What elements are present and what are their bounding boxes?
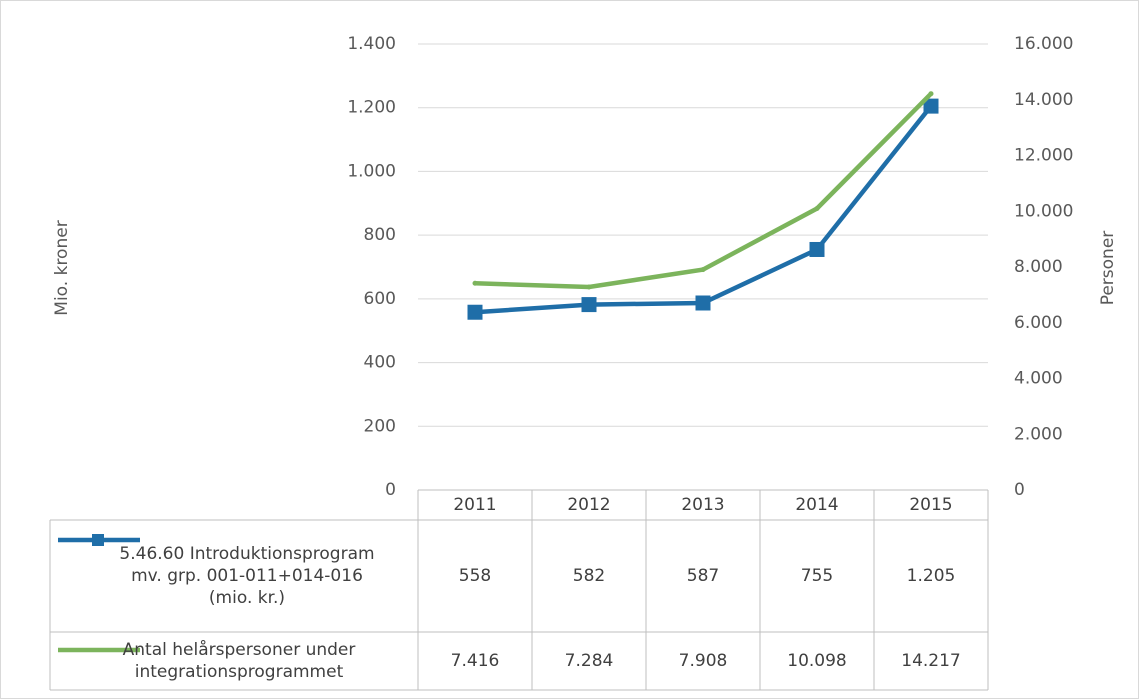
x-tick-label: 2012 bbox=[567, 494, 611, 515]
data-point bbox=[581, 297, 597, 313]
x-tick-label: 2015 bbox=[909, 494, 953, 515]
y2-tick-label: 0 bbox=[1014, 480, 1025, 500]
y-tick-label: 600 bbox=[364, 289, 396, 309]
y-axis-title: Mio. kroner bbox=[52, 220, 72, 315]
table-value: 587 bbox=[686, 565, 720, 586]
y-tick-label: 400 bbox=[364, 353, 396, 373]
y-tick-label: 1.400 bbox=[347, 34, 396, 54]
y2-axis-title: Personer bbox=[1098, 231, 1118, 306]
y-tick-label: 200 bbox=[364, 416, 396, 436]
data-point bbox=[700, 267, 706, 273]
y2-tick-label: 8.000 bbox=[1014, 257, 1063, 277]
legend-marker bbox=[92, 534, 104, 546]
legend-label: 5.46.60 Introduktionsprogram mv. grp. 00… bbox=[119, 544, 375, 608]
y-tick-label: 0 bbox=[385, 480, 396, 500]
table-value: 7.284 bbox=[564, 650, 614, 671]
y2-tick-label: 2.000 bbox=[1014, 424, 1063, 444]
x-tick-label: 2014 bbox=[795, 494, 839, 515]
table-value: 558 bbox=[458, 565, 492, 586]
series-line bbox=[474, 104, 933, 315]
table-value: 10.098 bbox=[787, 650, 847, 671]
data-point bbox=[586, 284, 592, 290]
table-value: 7.416 bbox=[450, 650, 500, 671]
table-value: 1.205 bbox=[906, 565, 956, 586]
data-point bbox=[809, 241, 825, 257]
legend-label: Antal helårspersoner under integrationsp… bbox=[122, 640, 356, 682]
x-tick-label: 2013 bbox=[681, 494, 725, 515]
y-tick-label: 800 bbox=[364, 225, 396, 245]
y2-tick-label: 6.000 bbox=[1014, 313, 1063, 333]
y2-tick-label: 10.000 bbox=[1014, 201, 1073, 221]
data-point bbox=[472, 280, 478, 286]
y2-tick-label: 16.000 bbox=[1014, 34, 1073, 54]
table-value: 7.908 bbox=[678, 650, 728, 671]
data-point bbox=[814, 206, 820, 212]
table-value: 14.217 bbox=[901, 650, 961, 671]
x-tick-label: 2011 bbox=[453, 494, 497, 515]
y2-tick-label: 14.000 bbox=[1014, 90, 1073, 110]
data-point bbox=[928, 91, 934, 97]
table-value: 582 bbox=[572, 565, 606, 586]
table-value: 755 bbox=[800, 565, 834, 586]
data-point bbox=[923, 98, 939, 114]
y2-tick-label: 12.000 bbox=[1014, 146, 1073, 166]
y-tick-label: 1.000 bbox=[347, 161, 396, 181]
y-tick-label: 1.200 bbox=[347, 98, 396, 118]
y2-tick-label: 4.000 bbox=[1014, 369, 1063, 389]
data-point bbox=[695, 295, 711, 311]
data-point bbox=[467, 304, 483, 320]
